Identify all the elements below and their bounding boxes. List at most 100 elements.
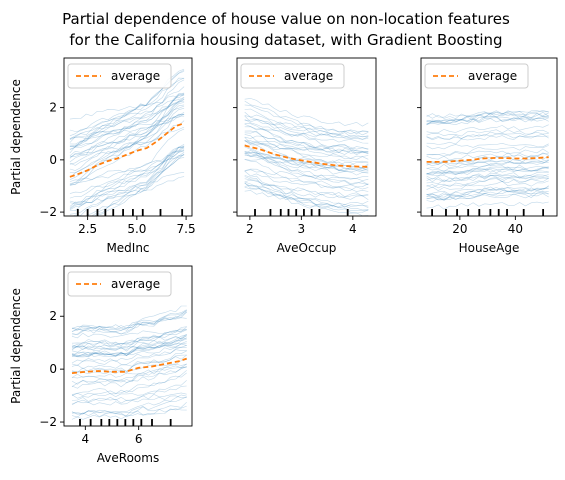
- ice-line: [71, 366, 187, 389]
- ice-line: [69, 79, 185, 163]
- ice-lines: [71, 305, 187, 420]
- ice-line: [244, 114, 369, 138]
- ice-line: [244, 140, 369, 160]
- ice-line: [71, 309, 187, 336]
- ice-line: [69, 98, 185, 154]
- ice-line: [69, 105, 185, 159]
- legend-box: [67, 271, 172, 297]
- x-tick-label: 4: [82, 432, 90, 446]
- average-line: [71, 357, 187, 374]
- ice-line: [426, 187, 549, 198]
- legend: average: [67, 271, 172, 297]
- ice-line: [71, 342, 187, 353]
- ice-line: [426, 190, 549, 201]
- y-axis-label: Partial dependence: [9, 79, 23, 195]
- ice-line: [71, 372, 187, 396]
- ice-line: [244, 130, 369, 168]
- ice-line: [94, 147, 185, 216]
- y-tick-label: −2: [39, 205, 57, 219]
- ice-line: [244, 140, 369, 173]
- ice-line: [426, 160, 549, 172]
- ice-line: [71, 354, 187, 370]
- ice-line: [71, 326, 187, 339]
- ice-line: [69, 128, 185, 210]
- ice-line: [426, 159, 549, 169]
- ice-line: [426, 201, 549, 210]
- x-tick-label: 2: [246, 222, 254, 236]
- ice-line: [426, 152, 549, 161]
- ice-lines: [244, 98, 369, 216]
- legend-box: [67, 63, 172, 89]
- ice-line: [69, 86, 185, 147]
- ice-line: [426, 111, 549, 124]
- ice-line: [426, 132, 549, 141]
- ice-line: [426, 145, 549, 157]
- ice-line: [71, 405, 187, 420]
- average-line: [69, 122, 185, 178]
- x-tick-label: 2.5: [78, 222, 97, 236]
- ice-line: [69, 149, 185, 205]
- ice-line: [426, 158, 549, 167]
- average-line: [426, 156, 549, 163]
- decile-marks: [76, 209, 184, 216]
- ice-line: [426, 186, 549, 197]
- ice-line: [244, 100, 369, 133]
- panel-averooms: 4 6 −2 0 2 AveRooms Partial dependence average: [9, 265, 193, 465]
- ice-line: [69, 115, 185, 139]
- ice-line: [244, 134, 369, 154]
- ice-line: [244, 150, 369, 163]
- ice-line: [71, 305, 187, 331]
- ice-line: [244, 126, 369, 138]
- x-tick-label: 20: [452, 222, 467, 236]
- ice-line: [426, 193, 549, 201]
- ice-line: [71, 334, 187, 350]
- ice-line: [426, 148, 549, 156]
- ice-line: [69, 120, 185, 166]
- ice-line: [69, 77, 185, 137]
- ice-line: [71, 337, 187, 351]
- ice-line: [426, 164, 549, 174]
- decile-marks: [431, 209, 545, 216]
- ice-line: [71, 338, 187, 357]
- ice-line: [85, 153, 185, 216]
- ice-line: [71, 328, 187, 347]
- ice-line: [71, 309, 187, 332]
- ice-line: [426, 174, 549, 183]
- ice-line: [71, 334, 187, 357]
- y-tick-label: 0: [49, 362, 57, 376]
- ice-line: [244, 104, 369, 136]
- ice-line: [244, 178, 369, 198]
- ice-line: [244, 175, 369, 208]
- ice-line: [71, 363, 187, 381]
- ice-line: [244, 190, 369, 205]
- ice-line: [244, 98, 369, 127]
- ice-line: [426, 131, 549, 140]
- ice-line: [426, 124, 549, 134]
- ice-line: [71, 401, 187, 415]
- x-tick-label: 6: [135, 432, 143, 446]
- ice-line: [426, 166, 549, 176]
- ice-line: [244, 151, 369, 172]
- ice-line: [426, 192, 549, 203]
- ice-line: [71, 341, 187, 358]
- ice-line: [426, 112, 549, 123]
- ice-line: [69, 150, 185, 182]
- ice-line: [71, 396, 187, 416]
- panel-medinc: 2.5 5.0 7.5 −2 0 2 MedInc Partial dependence ave…: [9, 57, 196, 255]
- ice-line: [71, 385, 187, 399]
- ice-line: [69, 93, 185, 132]
- ice-line: [71, 349, 187, 364]
- ice-line: [426, 133, 549, 145]
- ice-line: [244, 146, 369, 185]
- ice-line: [426, 116, 549, 123]
- ice-line: [426, 186, 549, 195]
- x-axis-label: AveOccup: [277, 241, 337, 255]
- y-tick-label: 2: [49, 101, 57, 115]
- ice-line: [244, 169, 369, 188]
- axes-frame: [236, 57, 377, 217]
- ice-line: [244, 159, 369, 192]
- legend: average: [240, 63, 345, 89]
- ice-line: [71, 326, 187, 348]
- chart-title-line-2: for the California housing dataset, with…: [69, 31, 502, 49]
- ice-line: [71, 359, 187, 388]
